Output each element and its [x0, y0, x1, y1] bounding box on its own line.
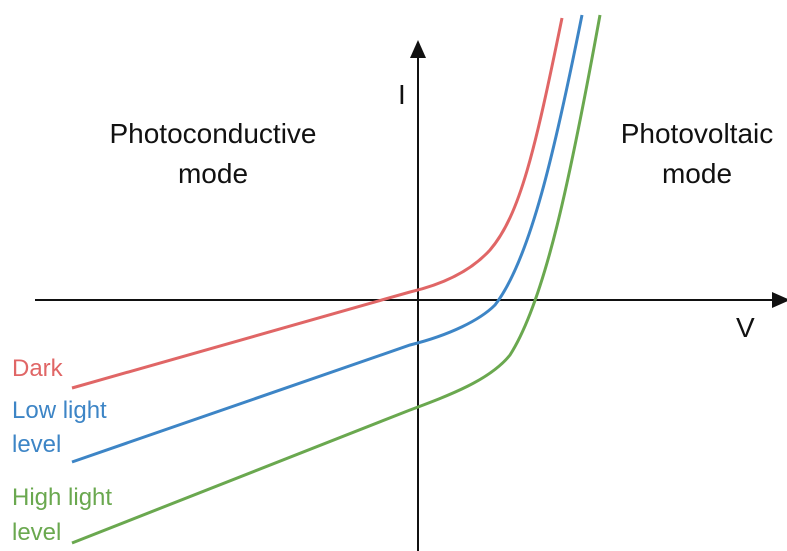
y-axis-label: I — [398, 79, 406, 110]
high-light-curve — [71, 14, 602, 545]
region-label: mode — [178, 158, 248, 189]
x-axis-label: V — [736, 312, 755, 343]
curve-label: level — [12, 431, 61, 458]
low-light-curve — [71, 14, 584, 464]
dark-curve — [71, 17, 564, 390]
region-label: Photoconductive — [109, 118, 316, 149]
region-label: Photovoltaic — [621, 118, 774, 149]
curve-label: High light — [12, 484, 112, 511]
curve-label: level — [12, 519, 61, 546]
region-label: mode — [662, 158, 732, 189]
curve-label: Dark — [12, 355, 64, 382]
curve-label: Low light — [12, 397, 107, 424]
